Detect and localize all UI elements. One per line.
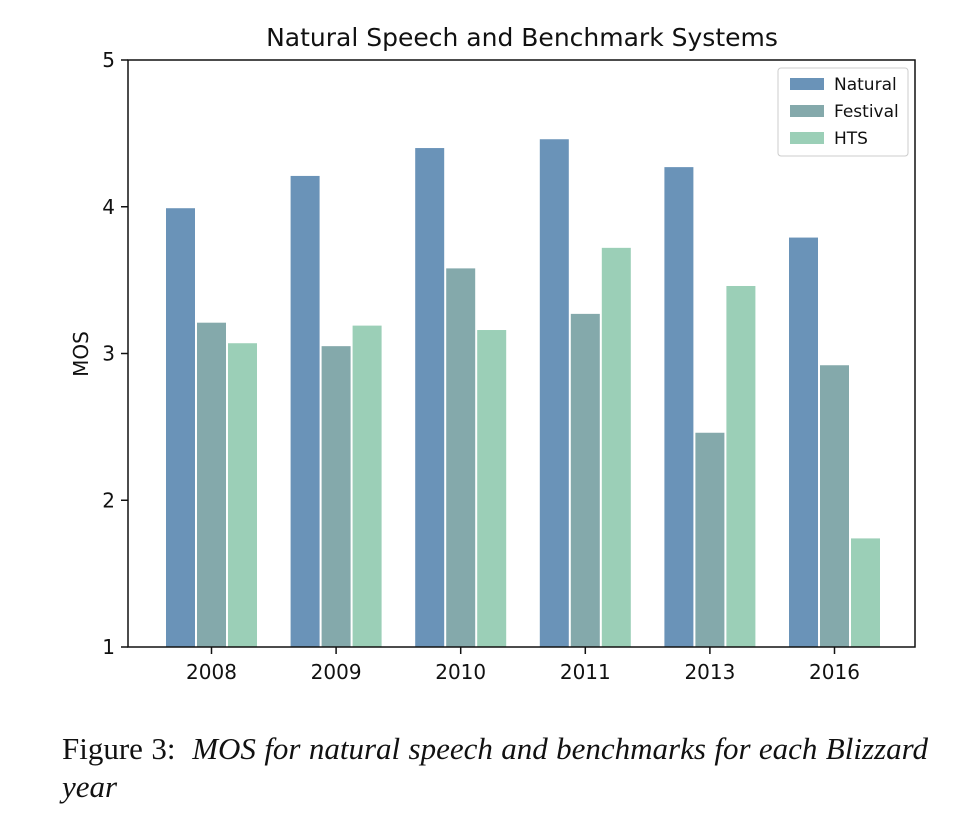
y-tick-label: 3 <box>102 342 115 366</box>
bar-hts-2011 <box>601 247 631 647</box>
caption-label: Figure 3: <box>62 731 176 766</box>
chart-title: Natural Speech and Benchmark Systems <box>266 23 778 52</box>
legend-swatch-festival <box>790 105 824 117</box>
axes: 1 2 3 4 5 2008 2009 2010 2011 2013 2016 <box>102 48 860 684</box>
bar-natural-2013 <box>664 167 694 647</box>
figure-caption: Figure 3: MOS for natural speech and ben… <box>62 730 928 806</box>
bar-natural-2011 <box>539 139 569 647</box>
bar-festival-2009 <box>321 346 351 647</box>
plot-frame <box>127 59 916 648</box>
caption-text: MOS for natural speech and benchmarks fo… <box>62 731 928 804</box>
bar-festival-2016 <box>820 365 849 647</box>
bar-hts-2016 <box>851 538 880 647</box>
bar-hts-2009 <box>352 325 382 647</box>
x-tick-label: 2010 <box>435 660 486 684</box>
bar-chart: Natural Speech and Benchmark Systems MOS… <box>69 23 916 684</box>
bar-festival-2013 <box>695 432 725 647</box>
x-tick-label: 2009 <box>311 660 362 684</box>
bar-festival-2011 <box>570 313 600 647</box>
y-tick-label: 2 <box>102 488 115 512</box>
legend-label-festival: Festival <box>834 102 899 122</box>
bar-hts-2013 <box>726 285 756 647</box>
y-tick-label: 1 <box>102 635 115 659</box>
y-tick-label: 5 <box>102 48 115 72</box>
x-tick-label: 2016 <box>809 660 860 684</box>
bar-festival-2008 <box>197 322 226 647</box>
bar-hts-2010 <box>477 330 507 647</box>
bar-natural-2009 <box>290 175 320 647</box>
bar-hts-2008 <box>228 343 257 647</box>
y-axis-label: MOS <box>69 331 93 377</box>
x-tick-label: 2011 <box>560 660 611 684</box>
x-tick-label: 2013 <box>684 660 735 684</box>
bar-festival-2010 <box>446 268 476 647</box>
legend-swatch-natural <box>790 78 824 90</box>
legend: Natural Festival HTS <box>777 67 909 157</box>
y-tick-label: 4 <box>102 195 115 219</box>
legend-swatch-hts <box>790 132 824 144</box>
x-tick-label: 2008 <box>186 660 237 684</box>
bar-natural-2010 <box>415 148 445 648</box>
bars-layer <box>166 139 880 648</box>
bar-natural-2016 <box>789 237 818 647</box>
legend-label-hts: HTS <box>834 129 868 149</box>
bar-natural-2008 <box>166 208 195 647</box>
legend-label-natural: Natural <box>834 75 897 95</box>
